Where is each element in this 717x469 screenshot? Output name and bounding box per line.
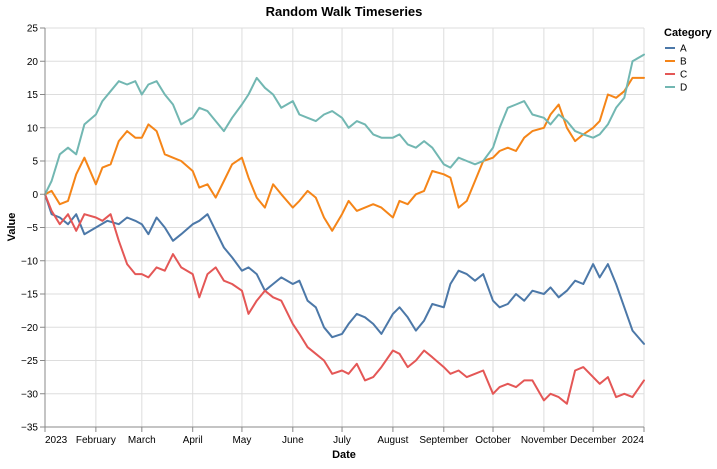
x-tick-label: May — [232, 435, 251, 446]
y-axis-title: Value — [6, 213, 18, 242]
axes: 25 20 15 10 5 0 −5 −10 −15 −20 −25 −30 −35 2023 Februa… — [21, 24, 645, 446]
legend-title: Category — [664, 27, 713, 39]
series-lines — [44, 53, 645, 405]
x-tick-label: November — [521, 435, 568, 446]
x-tick-label: April — [183, 435, 203, 446]
y-tick-label: 25 — [27, 24, 39, 35]
legend-label-d: D — [680, 83, 687, 94]
chart-title: Random Walk Timeseries — [266, 4, 423, 19]
gridlines — [44, 27, 645, 428]
series-line-d — [44, 53, 645, 196]
y-tick-label: −25 — [21, 356, 38, 367]
x-axis-title: Date — [332, 449, 356, 461]
x-tick-label: September — [419, 435, 469, 446]
y-tick-label: 10 — [27, 123, 39, 134]
series-line-b — [44, 76, 645, 232]
legend-label-c: C — [680, 70, 687, 81]
y-tick-label: −30 — [21, 389, 38, 400]
x-tick-label: February — [76, 435, 116, 446]
y-tick-label: 5 — [32, 157, 38, 168]
x-tick-label: August — [377, 435, 408, 446]
x-tick-label: March — [128, 435, 156, 446]
y-tick-label: −20 — [21, 323, 38, 334]
series-line-a — [44, 193, 645, 345]
y-tick-label: −5 — [27, 223, 39, 234]
x-tick-label: June — [282, 435, 304, 446]
y-tick-label: −35 — [21, 423, 38, 434]
y-tick-label: −10 — [21, 256, 38, 267]
y-tick-label: −15 — [21, 290, 38, 301]
y-tick-label: 15 — [27, 90, 39, 101]
x-tick-label: July — [333, 435, 351, 446]
x-tick-label: October — [475, 435, 511, 446]
legend-label-b: B — [680, 57, 687, 68]
x-tick-label: 2024 — [622, 435, 645, 446]
y-tick-label: 20 — [27, 57, 39, 68]
y-tick-label: 0 — [32, 190, 38, 201]
x-tick-label: 2023 — [45, 435, 68, 446]
legend-label-a: A — [680, 44, 687, 55]
series-line-c — [44, 193, 645, 405]
x-tick-label: December — [570, 435, 617, 446]
